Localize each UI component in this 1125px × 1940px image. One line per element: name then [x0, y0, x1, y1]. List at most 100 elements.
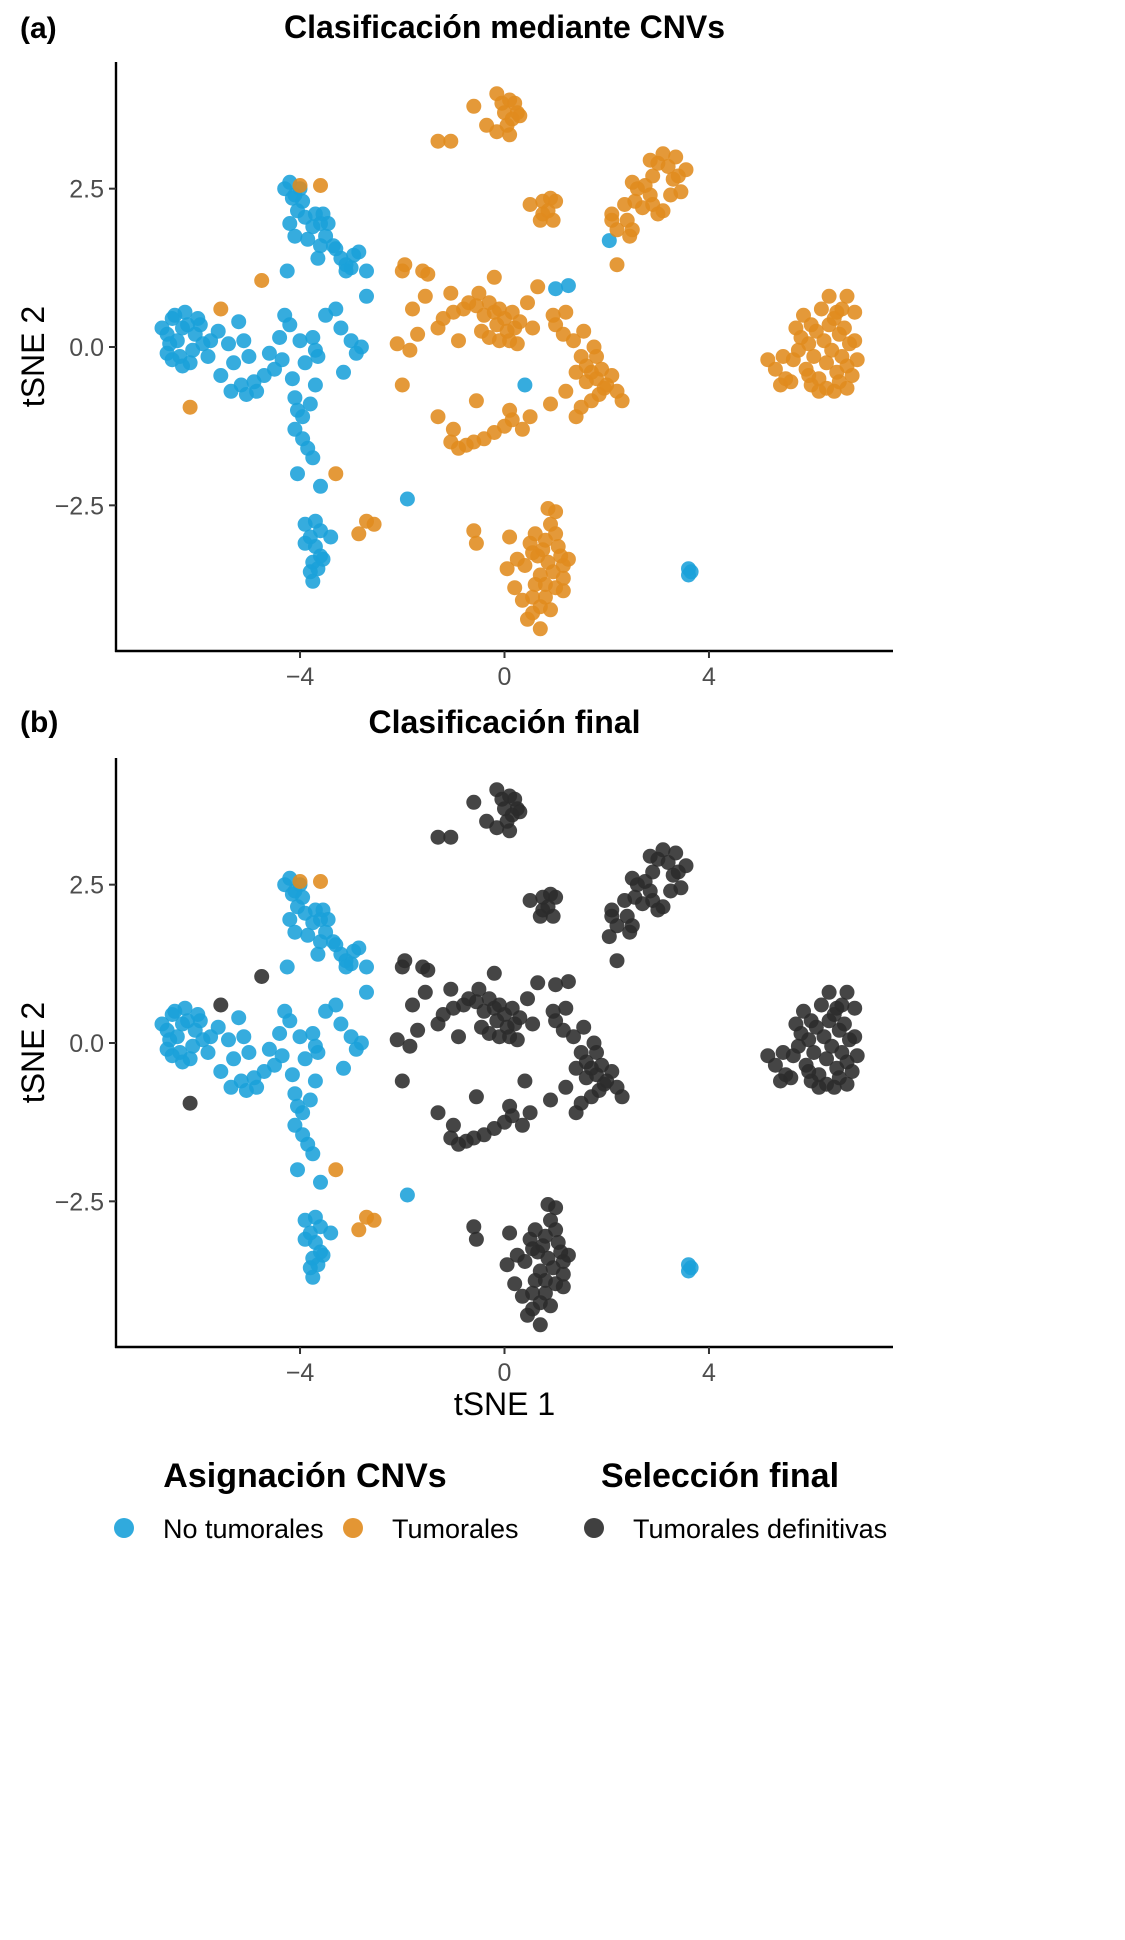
point-no-tumorales [231, 1010, 247, 1026]
point-tumorales-definitivas [604, 902, 620, 918]
point-tumorales [548, 504, 564, 520]
point-no-tumorales [164, 352, 180, 368]
point-tumorales [568, 409, 584, 425]
point-tumorales [517, 558, 533, 573]
point-tumorales-definitivas [430, 1105, 446, 1121]
point-tumorales-definitivas [420, 962, 436, 978]
point-tumorales [836, 320, 852, 336]
y-axis-title: tSNE 2 [15, 306, 51, 407]
point-tumorales [430, 409, 446, 425]
point-no-tumorales [221, 1032, 236, 1048]
point-tumorales [525, 320, 541, 336]
point-no-tumorales [213, 368, 229, 383]
point-tumorales [655, 146, 671, 162]
point-tumorales [663, 187, 679, 203]
point-no-tumorales [300, 927, 316, 943]
x-tick-label: 4 [702, 1359, 716, 1387]
point-no-tumorales [315, 551, 331, 567]
point-tumorales-definitivas [568, 1105, 584, 1121]
point-tumorales [430, 133, 446, 149]
point-no-tumorales [313, 1174, 328, 1190]
point-no-tumorales [302, 396, 318, 412]
point-tumorales [254, 273, 270, 288]
point-tumorales [543, 602, 558, 618]
point-tumorales-definitivas [767, 1057, 783, 1073]
point-no-tumorales [338, 959, 354, 975]
point-tumorales [821, 288, 837, 304]
point-tumorales [486, 269, 502, 285]
point-tumorales-definitivas [410, 1022, 426, 1038]
point-tumorales [668, 149, 684, 165]
point-no-tumorales [231, 314, 247, 330]
legend-swatch [584, 1518, 604, 1538]
x-tick-label: 4 [702, 663, 716, 691]
point-tumorales [831, 374, 847, 390]
point-tumorales [520, 295, 535, 311]
point-tumorales [445, 421, 461, 437]
point-tumorales-definitivas [517, 1073, 533, 1089]
point-tumorales [829, 304, 845, 320]
y-tick-label: −2.5 [55, 1188, 104, 1216]
point-no-tumorales [305, 450, 321, 466]
point-tumorales-definitivas [443, 829, 459, 845]
point-no-tumorales [307, 1073, 323, 1089]
point-tumorales [328, 466, 344, 482]
y-axis-title: tSNE 2 [15, 1002, 51, 1103]
point-no-tumorales [333, 320, 349, 336]
point-no-tumorales [287, 390, 303, 406]
point-no-tumorales [336, 364, 351, 380]
point-tumorales [451, 333, 466, 349]
point-no-tumorales [236, 1029, 252, 1045]
point-tumorales-definitivas [847, 1000, 863, 1016]
point-no-tumorales [282, 912, 298, 927]
point-no-tumorales [297, 1051, 313, 1067]
point-tumorales [313, 178, 328, 193]
point-no-tumorales [681, 1263, 696, 1279]
point-tumorales-definitivas [394, 1073, 410, 1089]
point-tumorales-definitivas [520, 1307, 535, 1323]
point-tumorales [507, 580, 523, 596]
point-tumorales-definitivas [535, 902, 551, 918]
point-tumorales [420, 266, 436, 282]
point-tumorales [443, 133, 459, 149]
point-tumorales-definitivas [468, 1089, 484, 1105]
point-tumorales-definitivas [543, 1298, 558, 1314]
point-tumorales [530, 279, 546, 295]
point-tumorales [522, 197, 538, 212]
point-tumorales [543, 396, 558, 412]
legend-title: Asignación CNVs [163, 1457, 446, 1495]
point-tumorales [578, 358, 594, 374]
point-tumorales [535, 206, 551, 222]
point-tumorales-definitivas [642, 848, 658, 864]
legend-label: No tumorales [163, 1514, 324, 1544]
point-tumorales [313, 874, 328, 889]
point-tumorales [468, 393, 484, 409]
point-tumorales [558, 383, 574, 399]
point-tumorales [576, 323, 592, 339]
point-tumorales-definitivas [405, 997, 420, 1013]
point-tumorales [614, 393, 630, 409]
point-no-tumorales [560, 278, 576, 294]
point-tumorales [801, 336, 817, 352]
point-tumorales [678, 162, 694, 178]
point-tumorales-definitivas [182, 1095, 198, 1111]
point-no-tumorales [305, 330, 321, 345]
point-tumorales [806, 349, 822, 364]
point-no-tumorales [307, 342, 323, 358]
point-tumorales-definitivas [499, 1257, 515, 1273]
panel-label: (b) [20, 706, 58, 739]
point-tumorales-definitivas [507, 1276, 523, 1292]
point-tumorales-definitivas [466, 794, 482, 810]
y-tick-label: −2.5 [55, 492, 104, 520]
point-no-tumorales [300, 231, 316, 247]
y-tick-label: 0.0 [69, 334, 104, 362]
point-tumorales-definitivas [468, 1231, 484, 1247]
point-no-tumorales [323, 529, 339, 545]
point-tumorales-definitivas [471, 981, 487, 997]
legend: Asignación CNVs No tumorales Tumorales Sele… [114, 1457, 887, 1544]
point-no-tumorales [307, 377, 323, 393]
point-no-tumorales [399, 1187, 415, 1203]
point-tumorales-definitivas [512, 804, 528, 820]
point-no-tumorales [272, 1026, 288, 1041]
point-no-tumorales [305, 1269, 321, 1285]
